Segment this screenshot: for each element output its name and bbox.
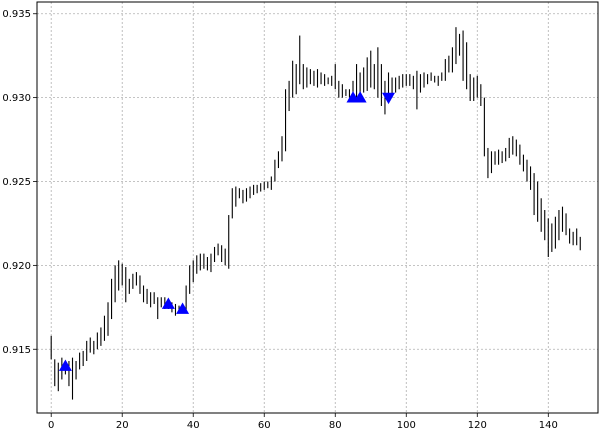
y-axis-ticks: 0.915 0.920 0.925 0.930 0.935 [2, 9, 37, 356]
y-tick-label: 0.935 [2, 9, 31, 20]
y-tick-label: 0.915 [2, 345, 31, 356]
y-tick-label: 0.920 [2, 261, 31, 272]
x-tick-label: 40 [187, 420, 200, 431]
y-tick-label: 0.930 [2, 93, 31, 104]
x-axis-ticks: 0 20 40 60 80 100 120 140 [48, 413, 558, 431]
y-tick-label: 0.925 [2, 177, 31, 188]
plot-background [37, 2, 598, 413]
buy-marker [161, 297, 175, 309]
x-tick-label: 80 [329, 420, 342, 431]
x-tick-label: 100 [397, 420, 416, 431]
buy-marker [353, 91, 367, 103]
buy-marker [58, 359, 72, 371]
x-tick-label: 20 [116, 420, 129, 431]
x-tick-label: 0 [48, 420, 54, 431]
sell-marker [382, 92, 396, 105]
x-tick-label: 140 [539, 420, 558, 431]
grid-lines [37, 2, 598, 413]
trade-markers [58, 91, 396, 371]
x-tick-label: 120 [468, 420, 487, 431]
x-tick-label: 60 [258, 420, 271, 431]
buy-marker [176, 302, 190, 314]
plot-frame [36, 1, 599, 414]
